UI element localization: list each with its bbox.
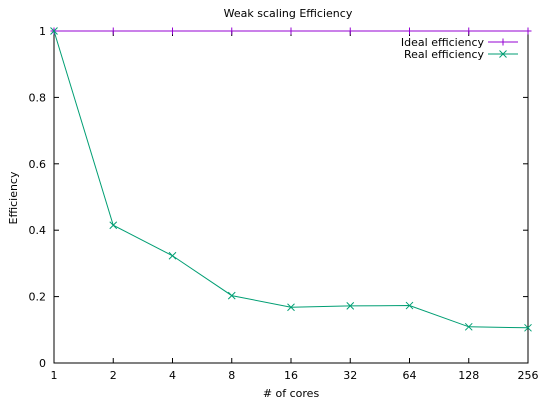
y-tick-label: 0.2 (29, 291, 47, 304)
y-tick-label: 0.4 (29, 224, 47, 237)
y-tick-label: 0 (39, 357, 46, 370)
x-tick-label: 2 (110, 369, 117, 382)
x-tick-label: 128 (458, 369, 479, 382)
y-tick-label: 0.6 (29, 158, 47, 171)
data-point-marker (346, 302, 355, 310)
chart-title: Weak scaling Efficiency (224, 7, 353, 20)
data-point-marker (227, 291, 236, 300)
data-point-marker (524, 323, 532, 332)
x-axis-label: # of cores (263, 387, 320, 400)
data-point-marker (287, 303, 295, 312)
x-tick-label: 32 (343, 369, 357, 382)
series-line (53, 30, 529, 329)
y-tick-label: 1 (39, 25, 46, 38)
x-tick-label: 8 (228, 369, 235, 382)
x-tick-label: 1 (51, 369, 58, 382)
data-point-marker (109, 221, 118, 230)
data-point-marker (405, 301, 414, 310)
x-tick-label: 4 (169, 369, 176, 382)
x-tick-label: 16 (284, 369, 298, 382)
x-tick-label: 256 (518, 369, 539, 382)
legend-label: Real efficiency (404, 48, 485, 61)
data-point-marker (168, 251, 177, 260)
legend-label: Ideal efficiency (401, 36, 485, 49)
series-ideal-efficiency (50, 27, 532, 35)
series-layer (50, 27, 532, 332)
series-real-efficiency (50, 27, 532, 332)
x-tick-label: 64 (403, 369, 417, 382)
plot-frame (53, 30, 529, 364)
data-point-marker (464, 322, 473, 331)
y-axis-label: Efficiency (7, 171, 20, 224)
axis-ticks: 0 0.2 0.4 0.6 0.8 1 1 2 4 8 16 32 64 128 256 (29, 25, 539, 382)
data-point-marker (499, 50, 507, 58)
data-point-marker (50, 27, 58, 35)
y-tick-label: 0.8 (29, 91, 47, 104)
